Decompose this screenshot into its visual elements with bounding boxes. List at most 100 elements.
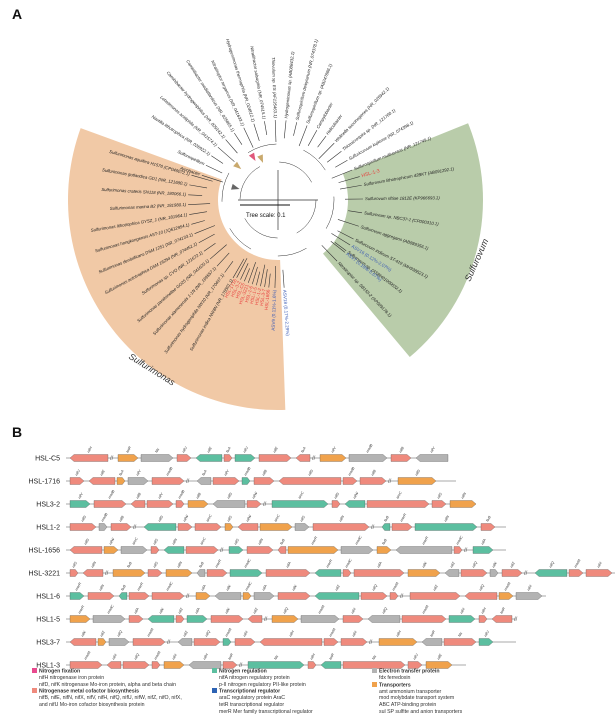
gene-arrow-metal-cofactor [323, 638, 339, 646]
gene-arrow-electron-transfer [515, 592, 543, 600]
gene-tag: fixA [118, 469, 125, 477]
sulfurovum-leaf-label: Sulfurovum riftiae 1812E (KP966693.1) [365, 195, 440, 201]
gene-tag: nifQ [116, 630, 123, 638]
sulfurovum-leaf-branch [339, 184, 362, 190]
gene-tag: nifV [429, 446, 436, 454]
tree-leaf-branch [293, 122, 298, 136]
gene-arrow-metal-cofactor [246, 500, 262, 508]
gene-arrow-metal-cofactor [342, 569, 352, 577]
gene-tag: nifQ [471, 561, 478, 569]
gene-arrow-metal-cofactor [176, 454, 192, 462]
gene-tag: modB [243, 466, 251, 477]
gene-arrow-metal-cofactor [277, 592, 311, 600]
gene-tag: modC [165, 581, 173, 592]
gene-tag: modA [146, 627, 154, 638]
tree-leaf-branch [225, 139, 238, 154]
gene-arrow-metal-cofactor [93, 500, 127, 508]
gene-arrow-metal-cofactor [222, 661, 238, 669]
gene-tag: nifW [108, 537, 115, 546]
contig-break: // [263, 502, 267, 508]
contig-break: // [400, 594, 404, 600]
gene-arrow-electron-transfer [214, 592, 242, 600]
gene-arrow-electron-transfer [421, 638, 443, 646]
hsl-sulfurovum-label: HSL-1-3 [361, 168, 381, 179]
gene-arrow-metal-cofactor [391, 523, 413, 531]
gene-tag: nifH [395, 630, 402, 638]
gene-arrow-metal-cofactor [69, 523, 97, 531]
gene-tag: nifS [436, 492, 443, 500]
gene-tag: nifN [176, 561, 183, 569]
gene-arrow-metal-cofactor [150, 546, 160, 554]
gene-tag: fixB [381, 538, 388, 546]
gene-arrow-nitrogen-regulation [69, 592, 85, 600]
gene-tag: nifA [285, 561, 292, 569]
gene-arrow-metal-cofactor [151, 661, 161, 669]
hsl-sulfurimonas-branch [251, 266, 258, 285]
gene-arrow-metal-cofactor [342, 477, 358, 485]
gene-tag: modA [153, 650, 161, 661]
gene-tag: nifE [436, 653, 443, 661]
tree-leaf-branch [205, 164, 223, 174]
gene-arrow-transporters [69, 615, 91, 623]
gene-arrow-metal-cofactor [130, 500, 146, 508]
panel-b-letter: B [12, 424, 23, 440]
gene-tag: nifN [98, 584, 105, 592]
gene-arrow-metal-cofactor [409, 592, 461, 600]
gene-arrow-electron-transfer [300, 615, 340, 623]
gene-arrow-metal-cofactor [401, 615, 447, 623]
contig-break: // [167, 640, 171, 646]
gene-arrow-metal-cofactor [443, 638, 477, 646]
gene-arrow-metal-cofactor [177, 523, 193, 531]
gene-arrow-metal-cofactor [69, 638, 97, 646]
hsl-sulfurimonas-branch [240, 263, 249, 280]
cluster-row-label: HSL3-7 [36, 640, 60, 647]
gene-arrow-metal-cofactor [246, 546, 274, 554]
gene-arrow-electron-transfer [177, 638, 193, 646]
gene-tag: nifZ [432, 584, 439, 592]
cluster-row-label: HSL1-5 [36, 617, 60, 624]
fan-sulfurovum [322, 123, 483, 358]
legend-transporters: Transporters amt ammonium transporter mo… [372, 681, 522, 715]
gene-arrow-metal-cofactor [185, 546, 219, 554]
gene-tag: arsC [205, 514, 212, 523]
gene-arrow-metal-cofactor [390, 454, 412, 462]
gene-arrow-metal-cofactor [82, 569, 104, 577]
gene-arrow-metal-cofactor [110, 523, 132, 531]
gene-tag: nifK [225, 584, 232, 592]
gene-arrow-metal-cofactor [307, 661, 317, 669]
gene-arrow-metal-cofactor [128, 592, 150, 600]
gene-tag: nifA [480, 538, 487, 546]
gene-arrow-electron-transfer [489, 569, 499, 577]
gene-arrow-transporters [224, 523, 234, 531]
hsl-sulfurimonas-label: HSL-1-5 [249, 286, 258, 304]
gene-arrow-electron-transfer [108, 638, 130, 646]
gene-tag: modB [100, 512, 108, 523]
gene-tag: modB [365, 443, 373, 454]
gene-arrow-electron-transfer [415, 454, 449, 462]
gene-tag: modC [354, 535, 362, 546]
sulfurimonas-leaf-label: Sulfurimonas crateris SN118 (NR_180066.1… [101, 187, 187, 197]
contig-break: // [133, 525, 137, 531]
gene-arrow-transporters [376, 546, 392, 554]
gene-arrow-nitrogen-regulation [186, 615, 208, 623]
gene-tag: nifS [299, 515, 306, 523]
gene-tag: nifH [86, 446, 93, 454]
gene-tag: fdx [371, 654, 377, 660]
gene-arrow-electron-transfer [92, 615, 126, 623]
tree-leaf-branch [331, 169, 353, 179]
gene-arrow-metal-cofactor [206, 569, 228, 577]
gene-tag: arsC [297, 491, 304, 500]
gene-arrow-metal-cofactor [295, 454, 311, 462]
gene-tag: nifN [90, 561, 97, 569]
asv-sulfurimonas-label: ASV9 (0.11%-1.6%) [271, 289, 277, 330]
hsl-sulfurimonas-branch [268, 273, 271, 288]
gene-arrow-transporters [187, 500, 209, 508]
gene-tag: fixB [485, 515, 492, 523]
tree-leaf-branch [201, 174, 223, 183]
gene-cluster-rows: HSL-C5 nifH // tetR fdx nifU nifE fixA nifU nifE f… [28, 443, 615, 670]
gene-tag: nifZ [252, 607, 259, 615]
gene-arrow-metal-cofactor [69, 661, 103, 669]
inner-arc [221, 143, 335, 257]
gene-arrow-electron-transfer [196, 477, 212, 485]
gene-arrow-metal-cofactor [353, 569, 405, 577]
